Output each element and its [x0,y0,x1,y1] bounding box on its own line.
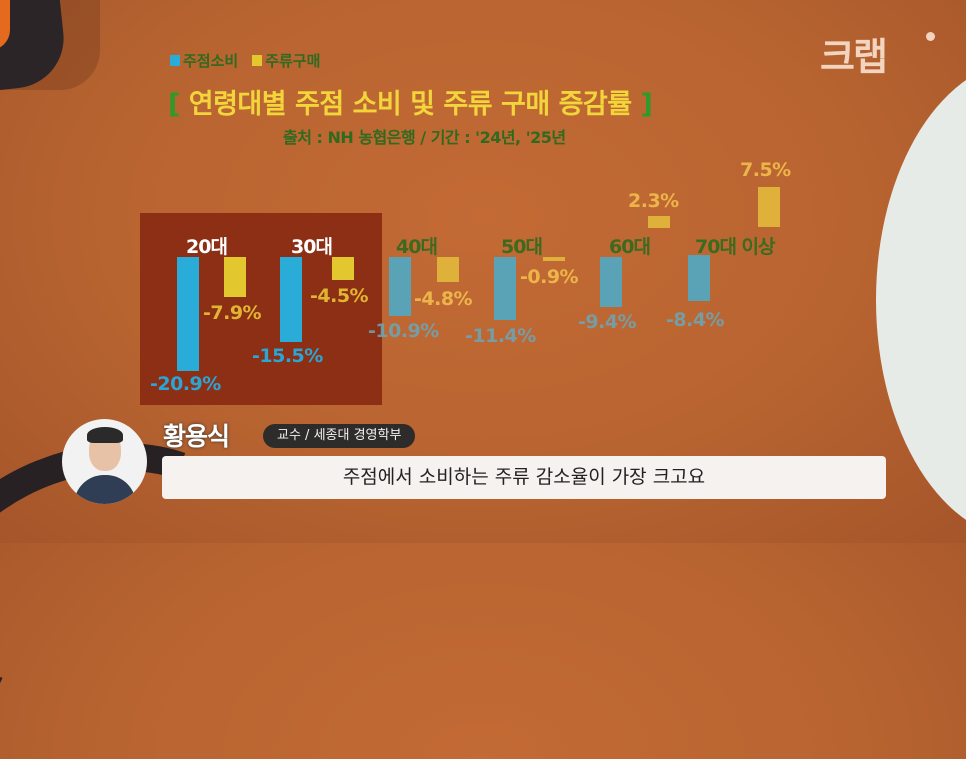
bracket-close: ] [640,89,653,120]
legend-item-liquor-purchase: 주류구매 [252,50,320,71]
chart-legend: 주점소비 주류구매 [170,50,320,71]
subtitle-caption: 주점에서 소비하는 주류 감소율이 가장 크고요 [162,456,886,499]
legend-item-pub-spending: 주점소비 [170,50,238,71]
bar-pub-spending [177,257,199,371]
legend-label: 주류구매 [265,52,321,70]
value-label: -8.4% [666,309,725,331]
bar-pub-spending [389,257,411,316]
value-label: 2.3% [628,190,679,212]
bracket-open: [ [168,89,180,120]
chart-source: 출처 : NH 농협은행 / 기간 : '24년, '25년 [283,128,566,147]
bar-liquor-purchase [332,257,354,280]
bar-pub-spending [688,255,710,301]
speaker-avatar [62,419,147,504]
bar-liquor-purchase [224,257,246,297]
yellow-square-icon [252,55,263,66]
logo-dot-icon [926,32,935,41]
chart-title: [ 연령대별 주점 소비 및 주류 구매 증감률 ] [168,82,808,121]
avatar-body [74,475,136,504]
bar-liquor-purchase [437,257,459,282]
category-label: 60대 [609,236,651,258]
speaker-role-badge: 교수 / 세종대 경영학부 [263,424,416,448]
bar-pub-spending [600,257,622,307]
value-label: -10.9% [368,320,439,342]
bar-pub-spending [494,257,516,320]
category-label: 30대 [291,236,333,258]
category-label: 50대 [501,236,543,258]
blue-square-icon [170,55,180,66]
category-label: 40대 [396,236,438,258]
value-label: -20.9% [150,373,221,395]
value-label: -0.9% [520,266,579,288]
avatar-hair [87,427,123,443]
value-label: -7.9% [203,302,262,324]
background-decoration [0,396,300,759]
value-label: -9.4% [578,311,637,333]
bar-liquor-purchase [543,257,565,261]
bar-liquor-purchase [648,216,670,228]
bar-liquor-purchase [758,187,780,227]
value-label: -11.4% [465,325,536,347]
value-label: -15.5% [252,345,323,367]
speaker-name: 황용식 [163,422,230,451]
category-label: 20대 [186,236,228,258]
value-label: -4.5% [310,285,369,307]
value-label: 7.5% [740,159,791,181]
value-label: -4.8% [414,288,473,310]
brand-logo: 크랩 [820,35,888,79]
background-decoration [0,0,10,50]
bar-pub-spending [280,257,302,342]
background-decoration [876,60,966,540]
legend-label: 주점소비 [183,52,239,70]
chart-title-text: 연령대별 주점 소비 및 주류 구매 증감률 [188,89,632,120]
category-label: 70대 이상 [695,236,775,258]
